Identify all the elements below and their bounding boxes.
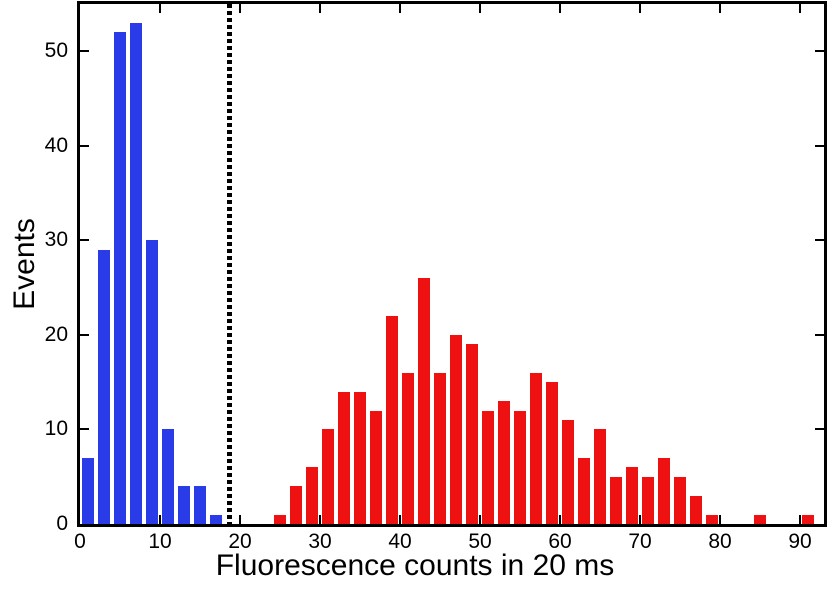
bar-series2	[690, 495, 702, 524]
bar-series2	[498, 401, 510, 524]
x-tick-label: 60	[548, 530, 572, 553]
tick-mark	[799, 515, 801, 524]
tick-mark	[815, 333, 824, 336]
bar-series2	[674, 476, 686, 524]
tick-mark	[559, 515, 561, 524]
bar-series2	[642, 476, 654, 524]
tick-mark	[799, 4, 801, 13]
bar-series1	[146, 240, 158, 524]
bar-series1	[98, 249, 110, 524]
y-tick-label: 10	[44, 417, 68, 441]
tick-mark	[479, 515, 481, 524]
bar-series1	[194, 486, 206, 524]
bar-series2	[466, 344, 478, 524]
bar-series1	[178, 486, 190, 524]
tick-mark	[719, 515, 721, 524]
bar-series2	[754, 514, 766, 524]
y-tick-label: 50	[44, 39, 68, 63]
bar-series2	[402, 372, 414, 524]
tick-mark	[639, 515, 641, 524]
bar-series2	[530, 372, 542, 524]
bar-series2	[370, 410, 382, 524]
tick-mark	[815, 50, 824, 53]
x-axis-label: Fluorescence counts in 20 ms	[215, 549, 615, 582]
tick-mark	[239, 515, 241, 524]
tick-mark	[815, 144, 824, 147]
ticks-layer	[80, 4, 824, 524]
tick-mark	[719, 4, 721, 13]
y-tick-label: 20	[44, 322, 68, 346]
bar-series1	[114, 32, 126, 524]
tick-mark	[399, 4, 401, 13]
tick-mark	[319, 4, 321, 13]
y-tick-label: 40	[44, 133, 68, 157]
tick-mark	[80, 428, 89, 431]
bar-series1	[82, 457, 94, 524]
tick-mark	[80, 50, 89, 53]
bars-layer	[80, 4, 824, 524]
x-tick-label: 30	[308, 530, 332, 553]
bar-series2	[578, 457, 590, 524]
x-tick-label: 70	[628, 530, 652, 553]
bar-series2	[322, 429, 334, 524]
bar-series2	[802, 514, 814, 524]
tick-mark	[815, 239, 824, 242]
threshold-line	[227, 4, 233, 524]
bar-series2	[626, 467, 638, 524]
bar-series2	[290, 486, 302, 524]
bar-series2	[610, 476, 622, 524]
x-tick-label: 50	[468, 530, 492, 553]
bar-series2	[354, 391, 366, 524]
x-tick-label: 0	[74, 530, 86, 553]
x-tick-label: 10	[148, 530, 172, 553]
tick-mark	[239, 4, 241, 13]
bar-series2	[338, 391, 350, 524]
y-axis-label: Events	[8, 218, 41, 310]
tick-mark	[80, 144, 89, 147]
bar-series2	[418, 278, 430, 524]
tick-mark	[159, 515, 161, 524]
bar-series2	[594, 429, 606, 524]
tick-mark	[639, 4, 641, 13]
bar-series2	[450, 334, 462, 524]
bar-series2	[386, 316, 398, 524]
x-tick-label: 80	[708, 530, 732, 553]
tick-mark	[559, 4, 561, 13]
bar-series2	[306, 467, 318, 524]
bar-series1	[130, 22, 142, 524]
bar-series2	[434, 372, 446, 524]
y-tick-label: 30	[44, 228, 68, 252]
tick-mark	[319, 515, 321, 524]
bar-series1	[162, 429, 174, 524]
tick-mark	[80, 239, 89, 242]
tick-mark	[399, 515, 401, 524]
bar-series2	[562, 420, 574, 524]
bar-series2	[706, 514, 718, 524]
bar-series2	[658, 457, 670, 524]
x-tick-label: 40	[388, 530, 412, 553]
x-tick-label: 90	[788, 530, 812, 553]
bar-series2	[514, 410, 526, 524]
bar-series1	[210, 514, 222, 524]
tick-mark	[479, 4, 481, 13]
x-tick-label: 20	[228, 530, 252, 553]
plot-area	[77, 1, 827, 527]
bar-series2	[482, 410, 494, 524]
tick-mark	[815, 428, 824, 431]
tick-mark	[80, 333, 89, 336]
bar-series2	[546, 382, 558, 524]
y-tick-label: 0	[56, 512, 68, 535]
tick-mark	[159, 4, 161, 13]
bar-series2	[274, 514, 286, 524]
